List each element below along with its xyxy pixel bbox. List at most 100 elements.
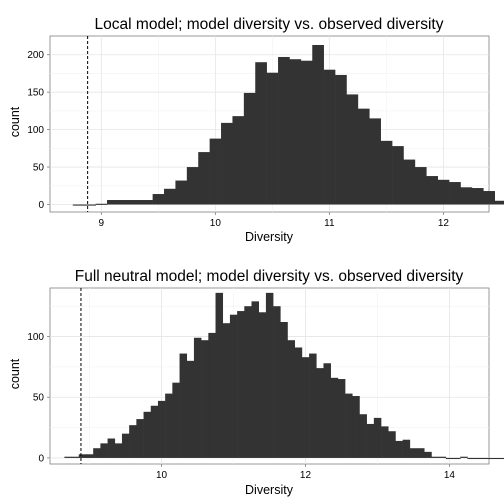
histogram-bar — [198, 152, 210, 204]
histogram-bar — [267, 73, 279, 205]
histogram-bar — [367, 424, 374, 458]
x-tick-label: 10 — [156, 470, 168, 481]
histogram-bar — [289, 59, 301, 204]
histogram-bar — [287, 340, 294, 458]
histogram-bar — [165, 394, 172, 458]
histogram-bar — [495, 201, 504, 205]
histogram-bar — [194, 338, 201, 458]
histogram-bar — [460, 457, 467, 458]
histogram-bar — [369, 118, 381, 204]
histogram-bar — [208, 333, 215, 458]
histogram-bar — [438, 180, 450, 205]
histogram-bar — [175, 181, 187, 205]
y-tick-label: 150 — [27, 88, 44, 99]
histogram-bar — [358, 109, 370, 205]
histogram-bar — [453, 458, 460, 459]
histogram-bar — [151, 406, 158, 458]
histogram-bar — [449, 182, 461, 204]
histogram-bar — [424, 452, 431, 458]
histogram-bar — [489, 458, 496, 459]
histogram-bar — [201, 340, 208, 458]
y-tick-label: 100 — [27, 332, 44, 343]
y-axis-label: count — [8, 358, 22, 389]
histogram-bar — [129, 425, 136, 458]
histogram-bar — [96, 204, 108, 205]
histogram-bar — [388, 431, 395, 458]
x-axis-label: Diversity — [245, 483, 294, 497]
histogram-bar — [352, 396, 359, 458]
histogram-bar — [301, 61, 313, 205]
histogram-bar — [130, 200, 142, 204]
histogram-bar — [187, 167, 199, 204]
x-tick-label: 14 — [444, 470, 456, 481]
histogram-bar — [107, 200, 119, 204]
histogram-bar — [403, 160, 415, 205]
x-tick-label: 10 — [210, 218, 222, 229]
histogram-bar — [475, 458, 482, 459]
histogram-bar — [115, 443, 122, 458]
histogram-bar — [141, 200, 153, 204]
histogram-bar — [93, 448, 100, 458]
histogram-bar — [374, 418, 381, 458]
histogram-bar — [144, 412, 151, 458]
histogram-bar — [460, 187, 472, 204]
chart-title: Local model; model diversity vs. observe… — [95, 16, 444, 33]
histogram-bar — [346, 94, 358, 204]
histogram-bar — [210, 139, 222, 205]
y-tick-label: 100 — [27, 125, 44, 136]
y-tick-label: 200 — [27, 50, 44, 61]
histogram-bar — [323, 363, 330, 458]
histogram-bar — [273, 306, 280, 458]
histogram-bar — [153, 194, 165, 204]
histogram-bar — [381, 426, 388, 458]
histogram-bar — [359, 414, 366, 458]
histogram-bar — [309, 354, 316, 458]
histogram-bar — [295, 347, 302, 457]
histogram-bar — [232, 116, 244, 204]
histogram-bar — [244, 93, 256, 205]
histogram-bar — [410, 448, 417, 458]
histogram-bar — [403, 440, 410, 458]
histogram-bar — [381, 141, 393, 205]
histogram-bar — [415, 167, 427, 204]
histogram-bar — [64, 457, 71, 458]
histogram-bar — [216, 293, 223, 458]
histogram-bar — [392, 146, 404, 204]
histogram-bar — [230, 315, 237, 458]
histogram-bar — [100, 443, 107, 458]
histogram-bar — [255, 62, 267, 204]
histogram-bar — [84, 205, 96, 206]
histogram-bar — [73, 205, 85, 206]
histogram-bar — [280, 322, 287, 458]
y-tick-label: 0 — [38, 200, 44, 211]
x-tick-label: 9 — [99, 218, 105, 229]
histogram-bar — [446, 458, 453, 459]
histogram-bar — [72, 457, 79, 458]
histogram-bar — [417, 448, 424, 458]
histogram-bar — [221, 123, 233, 205]
x-tick-label: 12 — [438, 218, 450, 229]
histogram-bar — [259, 312, 266, 458]
histogram-bar — [278, 57, 290, 205]
y-tick-label: 50 — [33, 163, 45, 174]
histogram-bar — [316, 368, 323, 458]
histogram-bar — [244, 306, 251, 458]
histogram-bar — [79, 454, 86, 458]
histogram-bar — [431, 457, 438, 458]
histogram-bar — [136, 419, 143, 458]
histogram-bar — [324, 70, 336, 205]
histogram-bar — [312, 45, 324, 205]
histogram-bar — [223, 323, 230, 458]
histogram-bar — [302, 357, 309, 458]
histogram-bar — [426, 176, 438, 204]
histogram-bar — [118, 200, 130, 204]
histogram-bar — [338, 379, 345, 458]
histogram-bar — [439, 457, 446, 458]
x-tick-label: 12 — [300, 470, 312, 481]
y-tick-label: 0 — [38, 453, 44, 464]
histogram-bar — [345, 394, 352, 458]
histogram-bar — [108, 439, 115, 458]
histogram-bar — [122, 434, 129, 458]
x-tick-label: 11 — [324, 218, 335, 229]
